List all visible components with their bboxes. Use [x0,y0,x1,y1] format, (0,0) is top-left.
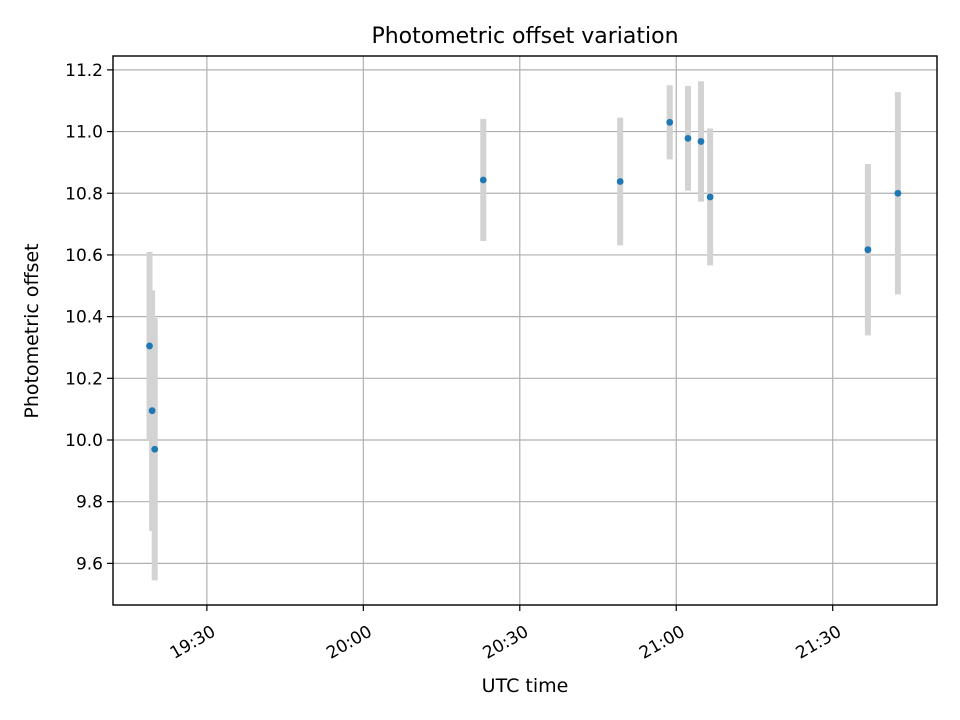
x-axis-label: UTC time [482,675,569,697]
data-point [894,189,902,197]
y-axis-label: Photometric offset [21,243,43,418]
data-point [146,342,153,350]
y-tick-label: 10.6 [65,246,103,266]
data-point [697,138,705,145]
y-tick-label: 11.0 [65,123,103,143]
y-tick-label: 11.2 [65,61,103,81]
grid-lines [113,56,937,605]
data-point [684,134,692,142]
y-tick-label: 10.8 [65,184,103,204]
data-points [146,81,902,581]
data-point [616,178,624,185]
data-point [479,176,487,184]
chart-title: Photometric offset variation [371,24,678,49]
data-point [666,118,674,126]
y-tick-label: 10.2 [65,369,103,389]
data-point [706,193,714,201]
data-point [148,407,156,415]
y-tick-label: 9.8 [76,493,103,513]
data-point [151,445,159,453]
y-tick-label: 9.6 [76,554,103,574]
y-tick-label: 10.0 [65,431,103,451]
plot-area-border [112,55,938,606]
data-point [864,246,872,254]
y-tick-label: 10.4 [65,308,103,328]
